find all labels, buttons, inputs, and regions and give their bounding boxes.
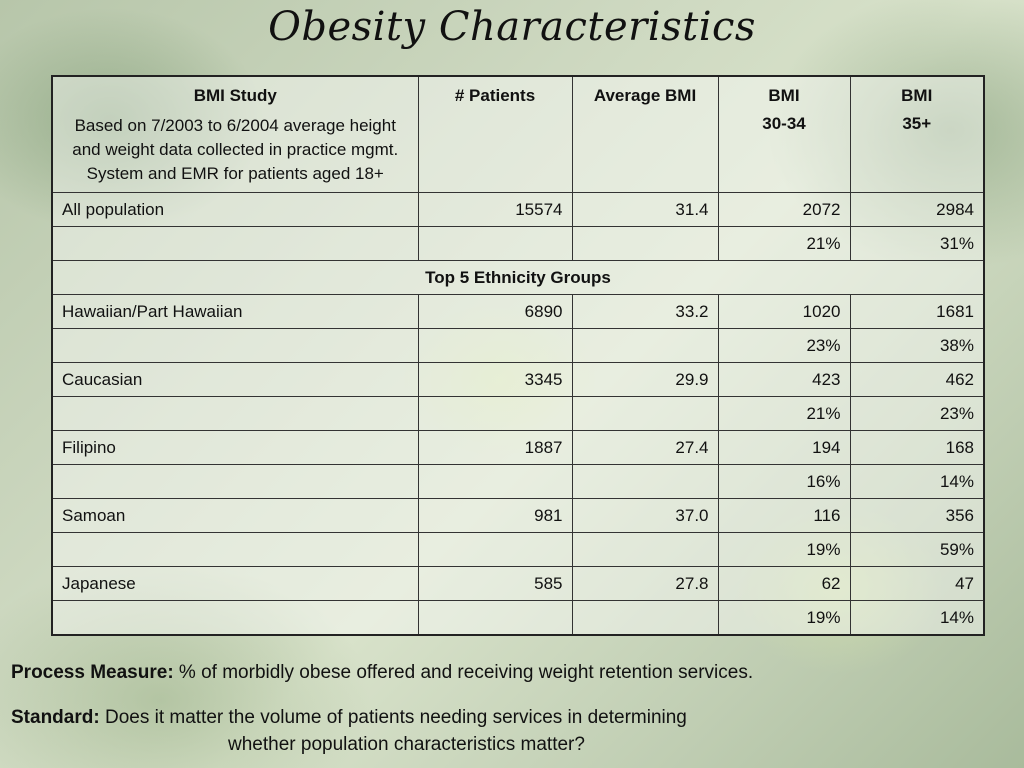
empty-cell	[51, 532, 419, 567]
bmi-30-34-percent: 19%	[717, 532, 851, 567]
header-average-bmi: Average BMI	[571, 75, 719, 193]
process-measure-text: % of morbidly obese offered and receivin…	[173, 662, 754, 683]
bmi-35-plus-percent: 38%	[849, 328, 985, 363]
empty-cell	[417, 226, 573, 261]
average-bmi-cell: 27.8	[571, 566, 719, 601]
table-row-percent: 16% 14%	[51, 464, 985, 499]
empty-cell	[51, 464, 419, 499]
standard-label: Standard:	[11, 707, 100, 728]
empty-cell	[51, 396, 419, 431]
average-bmi-cell: 37.0	[571, 498, 719, 533]
average-bmi-cell: 29.9	[571, 362, 719, 397]
bmi-30-34-cell: 423	[717, 362, 851, 397]
empty-cell	[417, 396, 573, 431]
obesity-table: BMI Study Based on 7/2003 to 6/2004 aver…	[51, 75, 985, 636]
bmi-35-plus-cell: 2984	[849, 192, 985, 227]
empty-cell	[417, 532, 573, 567]
bmi-35-plus-cell: 462	[849, 362, 985, 397]
average-bmi-cell: 33.2	[571, 294, 719, 329]
empty-cell	[571, 226, 719, 261]
group-header: Top 5 Ethnicity Groups	[51, 260, 985, 295]
table-row: Hawaiian/Part Hawaiian 6890 33.2 1020 1681	[51, 294, 985, 329]
row-label: Hawaiian/Part Hawaiian	[51, 294, 419, 329]
bmi-30-34-percent: 19%	[717, 600, 851, 636]
table-row: Japanese 585 27.8 62 47	[51, 566, 985, 601]
header-bmi-study: BMI Study Based on 7/2003 to 6/2004 aver…	[51, 75, 419, 193]
bmi-35-plus-percent: 31%	[849, 226, 985, 261]
bmi-35-plus-cell: 168	[849, 430, 985, 465]
bmi-30-34-cell: 2072	[717, 192, 851, 227]
row-label: All population	[51, 192, 419, 227]
table-row-percent: 19% 14%	[51, 600, 985, 636]
bmi-35-plus-percent: 59%	[849, 532, 985, 567]
patients-cell: 6890	[417, 294, 573, 329]
empty-cell	[571, 532, 719, 567]
table-row-percent: 19% 59%	[51, 532, 985, 567]
patients-cell: 1887	[417, 430, 573, 465]
row-label: Samoan	[51, 498, 419, 533]
table-row: Filipino 1887 27.4 194 168	[51, 430, 985, 465]
standard-text-continued: whether population characteristics matte…	[228, 734, 585, 755]
empty-cell	[51, 226, 419, 261]
bmi-30-34-percent: 21%	[717, 396, 851, 431]
standard-text: Does it matter the volume of patients ne…	[99, 707, 687, 728]
header-row: BMI Study Based on 7/2003 to 6/2004 aver…	[51, 75, 985, 193]
bmi-35-plus-percent: 14%	[849, 464, 985, 499]
empty-cell	[571, 600, 719, 636]
slide-title: Obesity Characteristics	[268, 4, 756, 50]
patients-cell: 3345	[417, 362, 573, 397]
bmi-30-34-percent: 16%	[717, 464, 851, 499]
empty-cell	[417, 328, 573, 363]
table-row-percent: 23% 38%	[51, 328, 985, 363]
empty-cell	[417, 600, 573, 636]
empty-cell	[571, 464, 719, 499]
table-row-percent: 21% 23%	[51, 396, 985, 431]
bmi-35-plus-cell: 356	[849, 498, 985, 533]
header-bmi-30-34: BMI 30-34	[717, 75, 851, 193]
empty-cell	[51, 328, 419, 363]
header-bmi-35-plus: BMI 35+	[849, 75, 985, 193]
bmi-35-plus-percent: 23%	[849, 396, 985, 431]
table-row: All population 15574 31.4 2072 2984	[51, 192, 985, 227]
patients-cell: 15574	[417, 192, 573, 227]
header-patients: # Patients	[417, 75, 573, 193]
bmi-30-34-percent: 21%	[717, 226, 851, 261]
group-header-row: Top 5 Ethnicity Groups	[51, 260, 985, 295]
empty-cell	[417, 464, 573, 499]
group-rows: Hawaiian/Part Hawaiian 6890 33.2 1020 1681 23…	[51, 294, 985, 636]
header-bmi-35-label: BMI	[901, 86, 933, 105]
patients-cell: 585	[417, 566, 573, 601]
standard: Standard: Does it matter the volume of p…	[11, 704, 687, 758]
header-bmi-30-range: 30-34	[762, 114, 806, 133]
average-bmi-cell: 27.4	[571, 430, 719, 465]
patients-cell: 981	[417, 498, 573, 533]
bmi-35-plus-cell: 47	[849, 566, 985, 601]
header-bmi-35-range: 35+	[902, 114, 932, 133]
row-label: Japanese	[51, 566, 419, 601]
table-row: Caucasian 3345 29.9 423 462	[51, 362, 985, 397]
bmi-30-34-cell: 116	[717, 498, 851, 533]
empty-cell	[571, 396, 719, 431]
bmi-35-plus-percent: 14%	[849, 600, 985, 636]
header-study-description: Based on 7/2003 to 6/2004 average height…	[72, 116, 399, 183]
average-bmi-cell: 31.4	[571, 192, 719, 227]
bmi-30-34-cell: 194	[717, 430, 851, 465]
row-label: Filipino	[51, 430, 419, 465]
empty-cell	[51, 600, 419, 636]
header-study-title: BMI Study	[193, 86, 277, 105]
bmi-30-34-cell: 1020	[717, 294, 851, 329]
bmi-30-34-cell: 62	[717, 566, 851, 601]
table-row-percent: 21% 31%	[51, 226, 985, 261]
header-bmi-30-label: BMI	[768, 86, 800, 105]
process-measure-label: Process Measure:	[11, 662, 174, 683]
row-label: Caucasian	[51, 362, 419, 397]
empty-cell	[571, 328, 719, 363]
process-measure: Process Measure: % of morbidly obese off…	[11, 662, 753, 684]
bmi-30-34-percent: 23%	[717, 328, 851, 363]
bmi-35-plus-cell: 1681	[849, 294, 985, 329]
table-row: Samoan 981 37.0 116 356	[51, 498, 985, 533]
